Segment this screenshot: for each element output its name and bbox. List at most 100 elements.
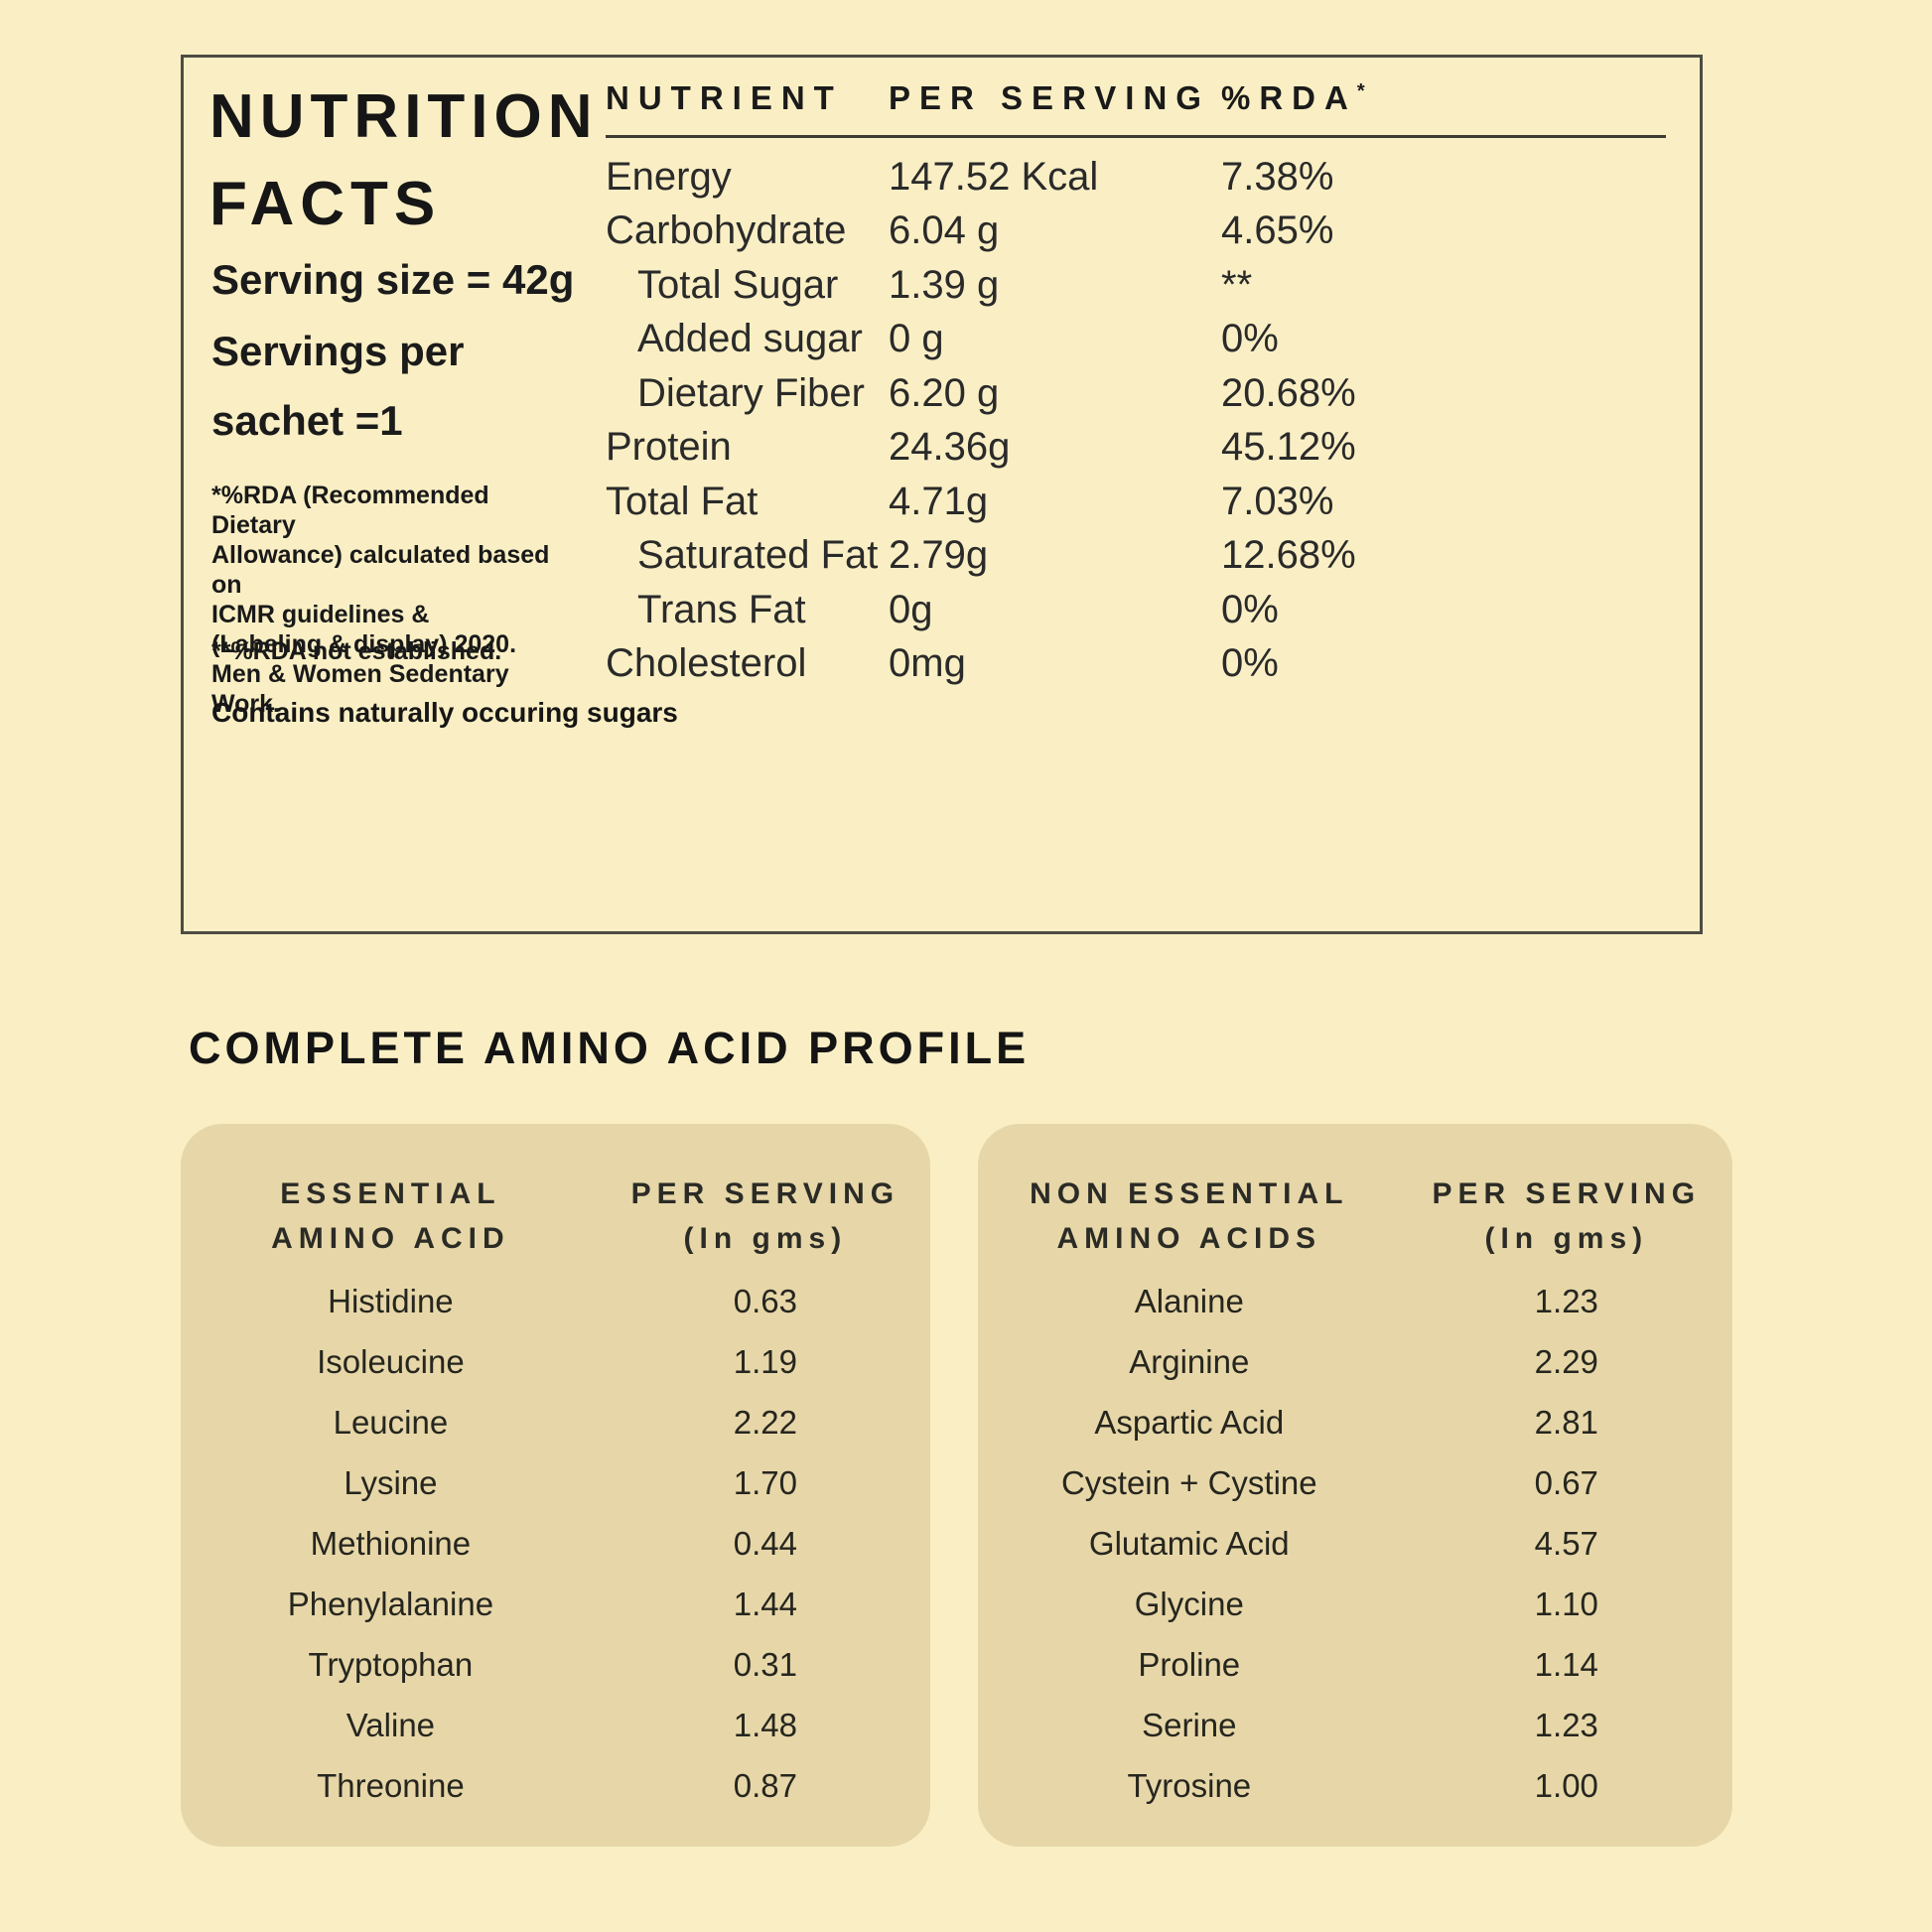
rda-footnote-line: Allowance) calculated based on [211,541,550,599]
rda-footnote: *%RDA (Recommended Dietary Allowance) ca… [211,481,579,719]
rda-footnote-line: ICMR guidelines & [211,601,430,628]
header-rda: %RDA* [1221,79,1666,117]
amino-row: Tyrosine 1.00 [978,1755,1732,1816]
amino-row: Leucine 2.22 [181,1392,930,1452]
amino-row: Proline 1.14 [978,1634,1732,1695]
nutrient-rda: 0% [1221,317,1279,361]
nutrition-facts-panel: NUTRITION FACTS Serving size = 42g Servi… [181,55,1703,934]
nutrient-rda: 0% [1221,587,1279,631]
amino-name: Glutamic Acid [1088,1524,1290,1562]
essential-amino-col1-header: ESSENTIAL AMINO ACID [181,1172,601,1261]
nutrient-name: Protein [606,425,732,470]
nutrient-name: Carbohydrate [606,208,847,253]
nutrient-rda: 0% [1221,641,1279,686]
table-row: Energy 147.52 Kcal 7.38% [606,150,1666,205]
amino-name: Tryptophan [308,1645,474,1683]
nutrient-table-body: Energy 147.52 Kcal 7.38% Carbohydrate 6.… [606,150,1666,691]
nutrient-amount: 6.20 g [889,370,1000,415]
amino-value: 2.22 [733,1403,797,1441]
header-line: NON ESSENTIAL [1030,1177,1349,1210]
amino-row: Phenylalanine 1.44 [181,1574,930,1634]
table-row: Added sugar 0 g 0% [606,313,1666,367]
amino-profile-heading: COMPLETE AMINO ACID PROFILE [189,1023,1031,1073]
amino-name: Tyrosine [1127,1766,1252,1804]
table-row: Total Sugar 1.39 g ** [606,258,1666,313]
amino-row: Histidine 0.63 [181,1271,930,1331]
amino-name: Alanine [1134,1282,1244,1319]
nutrient-amount: 4.71g [889,479,989,523]
amino-value: 0.44 [733,1524,797,1562]
amino-name: Arginine [1129,1342,1250,1380]
table-row: Carbohydrate 6.04 g 4.65% [606,205,1666,259]
essential-amino-col2-header: PER SERVING (In gms) [601,1172,930,1261]
nutrient-rda: 7.38% [1221,154,1334,199]
nutrient-rda: 12.68% [1221,533,1356,578]
contains-sugars-note: Contains naturally occuring sugars [211,697,678,728]
amino-name: Proline [1138,1645,1241,1683]
amino-value: 0.63 [733,1282,797,1319]
header-line: AMINO ACID [271,1222,510,1255]
nutrient-amount: 24.36g [889,425,1011,470]
amino-row: Cystein + Cystine 0.67 [978,1452,1732,1513]
amino-name: Lysine [344,1463,438,1501]
nutrient-name: Trans Fat [637,587,806,631]
table-row: Protein 24.36g 45.12% [606,421,1666,476]
nutrient-rda: 45.12% [1221,425,1356,470]
table-row: Cholesterol 0mg 0% [606,637,1666,692]
amino-value: 0.87 [733,1766,797,1804]
amino-row: Threonine 0.87 [181,1755,930,1816]
amino-value: 0.31 [733,1645,797,1683]
amino-value: 2.81 [1534,1403,1598,1441]
nutrient-rda: 4.65% [1221,208,1334,253]
non-essential-amino-table: NON ESSENTIAL AMINO ACIDS PER SERVING (I… [978,1124,1732,1847]
header-line: (In gms) [683,1222,848,1255]
servings-per-text: Servings per [211,328,465,374]
amino-row: Arginine 2.29 [978,1331,1732,1392]
amino-name: Methionine [310,1524,472,1562]
amino-row: Aspartic Acid 2.81 [978,1392,1732,1452]
servings-per-sachet-text: sachet =1 [211,397,403,444]
table-row: Saturated Fat 2.79g 12.68% [606,529,1666,584]
header-line: PER SERVING [630,1177,900,1210]
amino-row: Isoleucine 1.19 [181,1331,930,1392]
panel-title-line2: FACTS [209,170,442,239]
panel-title-line1: NUTRITION [209,82,599,151]
non-essential-amino-header: NON ESSENTIAL AMINO ACIDS PER SERVING (I… [978,1124,1732,1261]
nutrient-amount: 6.04 g [889,208,1000,253]
amino-value: 1.48 [733,1706,797,1743]
non-essential-amino-rows: Alanine 1.23 Arginine 2.29 Aspartic Acid 2.… [978,1271,1732,1816]
amino-value: 1.70 [733,1463,797,1501]
rda-footnote-line: Men & Women Sedentary Work. [211,660,509,718]
amino-value: 1.10 [1534,1585,1598,1622]
nutrient-amount: 1.39 g [889,262,1000,307]
nutrient-amount: 0 g [889,317,944,361]
amino-row: Glutamic Acid 4.57 [978,1513,1732,1574]
nutrient-table: NUTRIENT PER SERVING %RDA* Energy 147.52… [606,79,1666,691]
amino-name: Cystein + Cystine [1060,1463,1317,1501]
amino-row: Lysine 1.70 [181,1452,930,1513]
amino-value: 1.14 [1534,1645,1598,1683]
nutrient-amount: 147.52 Kcal [889,154,1099,199]
amino-name: Histidine [328,1282,454,1319]
table-row: Total Fat 4.71g 7.03% [606,475,1666,529]
nutrient-name: Added sugar [637,317,863,361]
amino-value: 1.00 [1534,1766,1598,1804]
table-row: Dietary Fiber 6.20 g 20.68% [606,366,1666,421]
amino-row: Valine 1.48 [181,1695,930,1755]
rda-not-established-note: **%RDA not established. [211,637,502,665]
amino-value: 2.29 [1534,1342,1598,1380]
rda-footnote-line: (Labeling & display) 2020. [211,630,517,658]
amino-name: Glycine [1134,1585,1244,1622]
amino-row: Serine 1.23 [978,1695,1732,1755]
serving-size-text: Serving size = 42g [211,256,575,303]
nutrient-name: Dietary Fiber [637,370,865,415]
header-rda-asterisk: * [1356,80,1367,102]
amino-value: 0.67 [1534,1463,1598,1501]
essential-amino-header: ESSENTIAL AMINO ACID PER SERVING (In gms… [181,1124,930,1261]
amino-value: 1.44 [733,1585,797,1622]
amino-name: Isoleucine [317,1342,465,1380]
amino-row: Alanine 1.23 [978,1271,1732,1331]
amino-row: Tryptophan 0.31 [181,1634,930,1695]
amino-row: Glycine 1.10 [978,1574,1732,1634]
